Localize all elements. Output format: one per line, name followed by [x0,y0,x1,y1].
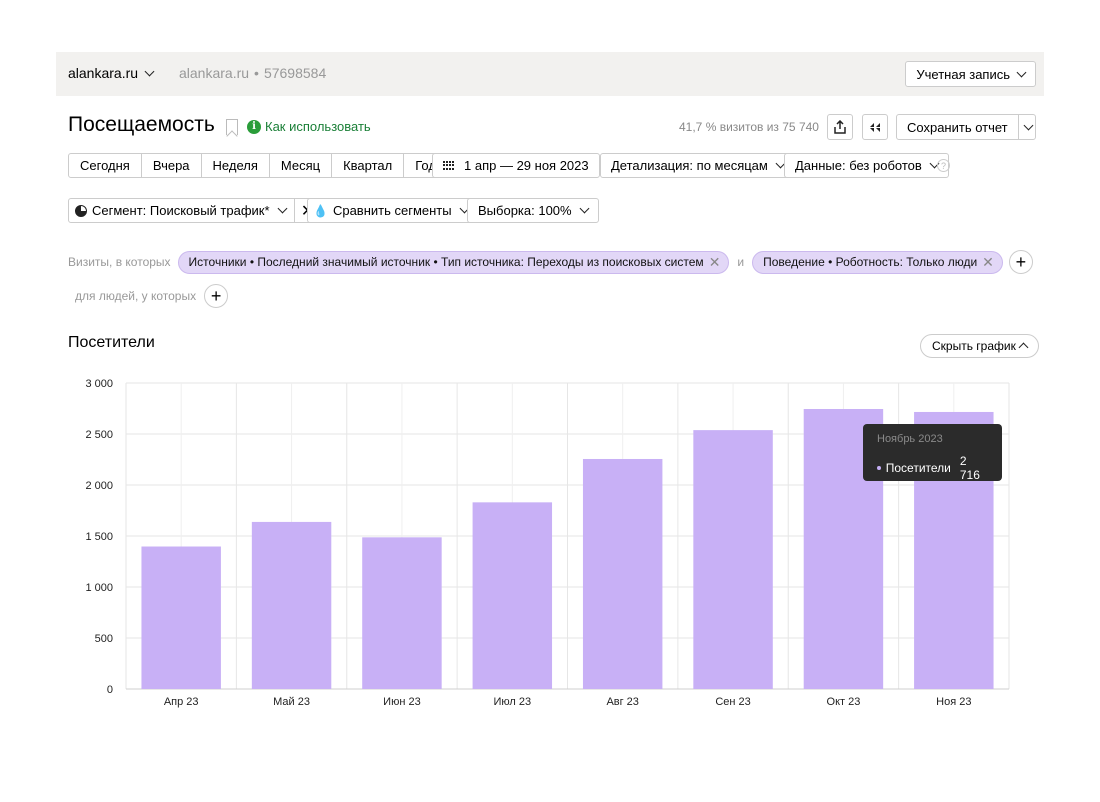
detail-select[interactable]: Детализация: по месяцам [600,153,795,178]
period-month[interactable]: Месяц [270,154,333,177]
x-tick-label: Май 23 [273,696,310,708]
share-icon [834,120,846,134]
x-tick-label: Ноя 23 [936,696,971,708]
data-select-label: Данные: без роботов [795,158,922,173]
plus-icon: + [210,285,222,306]
x-axis-labels: Апр 23 Май 23 Июн 23 Июл 23 Авг 23 Сен 23 Окт … [164,696,972,708]
top-bar: alankara.ru alankara.ru • 57698584 Учетная… [56,52,1044,96]
bar[interactable] [582,458,663,689]
y-tick-label: 500 [95,633,113,645]
add-filter-button[interactable]: + [1008,250,1033,274]
y-tick-label: 1 500 [85,531,113,543]
how-to-use-link[interactable]: i Как использовать [247,119,371,134]
series-dot [877,466,881,470]
drops-icon: 💧 [313,203,328,218]
save-report-label: Сохранить отчет [897,115,1019,139]
sample-select[interactable]: Выборка: 100% [467,198,599,223]
people-prefix: для людей, у которых [75,289,197,303]
quote-icon [870,123,880,132]
hide-chart-label: Скрыть график [932,339,1016,353]
period-yesterday[interactable]: Вчера [142,154,202,177]
date-range-button[interactable]: 1 апр — 29 ноя 2023 [432,153,600,178]
period-today[interactable]: Сегодня [69,154,142,177]
tooltip-value: 2 716 [959,454,980,482]
period-year[interactable]: Год [415,158,436,173]
filter-conjunction: и [737,255,745,269]
x-tick-label: Июл 23 [494,696,532,708]
counter-select[interactable]: alankara.ru [68,65,155,81]
segment-control: Сегмент: Поисковый трафик* ✕ [68,198,322,223]
x-tick-label: Авг 23 [606,696,638,708]
filter-chip-robots-label: Поведение • Роботность: Только люди [763,255,978,269]
period-week[interactable]: Неделя [202,154,270,177]
filter-chip-robots[interactable]: Поведение • Роботность: Только люди ✕ [752,250,1003,274]
alice-button[interactable] [862,114,888,140]
tooltip-title: Ноябрь 2023 [877,433,943,445]
chart-section-title: Посетители [68,334,155,351]
info-icon: i [247,119,261,134]
segment-select-label: Сегмент: Поисковый трафик* [92,203,270,218]
counter-id: 57698584 [263,65,327,81]
sample-select-label: Выборка: 100% [478,203,572,218]
export-button[interactable] [827,114,853,140]
hide-chart-button[interactable]: Скрыть график [920,334,1039,358]
y-tick-label: 3 000 [85,378,113,390]
page-title: Посещаемость [68,113,215,136]
people-filter-row: для людей, у которых + [75,284,229,308]
calendar-icon [443,160,455,171]
bar[interactable] [693,430,773,689]
sample-stat: 41,7 % визитов из 75 740 [679,120,819,134]
x-tick-label: Сен 23 [715,696,750,708]
tooltip-series: Посетители [885,461,951,475]
chart-tooltip: Ноябрь 2023 Посетители 2 716 [863,424,1002,482]
segment-select[interactable]: Сегмент: Поисковый трафик* [69,199,295,222]
y-tick-label: 0 [107,684,113,696]
save-report-button[interactable]: Сохранить отчет [896,114,1036,140]
close-icon[interactable]: ✕ [982,253,994,270]
y-tick-label: 2 500 [85,429,113,441]
bar[interactable] [141,546,221,689]
account-button-label: Учетная запись [916,66,1010,82]
y-axis-labels: 0 500 1 000 1 500 2 000 2 500 3 000 [85,378,113,696]
how-to-use-label: Как использовать [265,119,371,134]
filter-chip-source-label: Источники • Последний значимый источник … [188,255,704,269]
filter-chip-source[interactable]: Источники • Последний значимый источник … [177,250,730,274]
y-tick-label: 2 000 [85,480,113,492]
y-tick-label: 1 000 [85,582,113,594]
separator-dot: • [254,65,259,81]
date-range-label: 1 апр — 29 ноя 2023 [464,158,589,173]
visits-prefix: Визиты, в которых [68,255,171,269]
counter-info: alankara.ru • 57698584 [179,65,326,81]
bookmark-icon[interactable] [226,119,238,135]
compare-segments-button[interactable]: 💧 Сравнить сегменты [307,198,477,223]
tooltip-row: Посетители 2 716 [877,454,988,482]
detail-select-label: Детализация: по месяцам [611,158,768,173]
x-tick-label: Июн 23 [383,696,421,708]
period-quarter[interactable]: Квартал [332,154,405,177]
plus-icon: + [1015,251,1027,272]
counter-name: alankara.ru [179,65,250,81]
period-group: Сегодня Вчера Неделя Месяц Квартал Год [68,153,448,178]
bar[interactable] [251,521,332,689]
data-select[interactable]: Данные: без роботов [784,153,949,178]
filter-row: Визиты, в которых Источники • Последний … [68,250,1033,274]
help-icon[interactable]: ? [937,159,950,172]
counter-select-label: alankara.ru [68,65,139,81]
x-tick-label: Апр 23 [164,696,199,708]
close-icon[interactable]: ✕ [708,253,721,270]
x-tick-label: Окт 23 [827,696,861,708]
add-people-filter-button[interactable]: + [204,284,229,308]
compare-segments-label: Сравнить сегменты [332,203,452,218]
account-button[interactable]: Учетная запись [905,61,1036,87]
bar[interactable] [362,537,442,689]
bar[interactable] [472,502,553,689]
pie-icon [75,204,87,217]
